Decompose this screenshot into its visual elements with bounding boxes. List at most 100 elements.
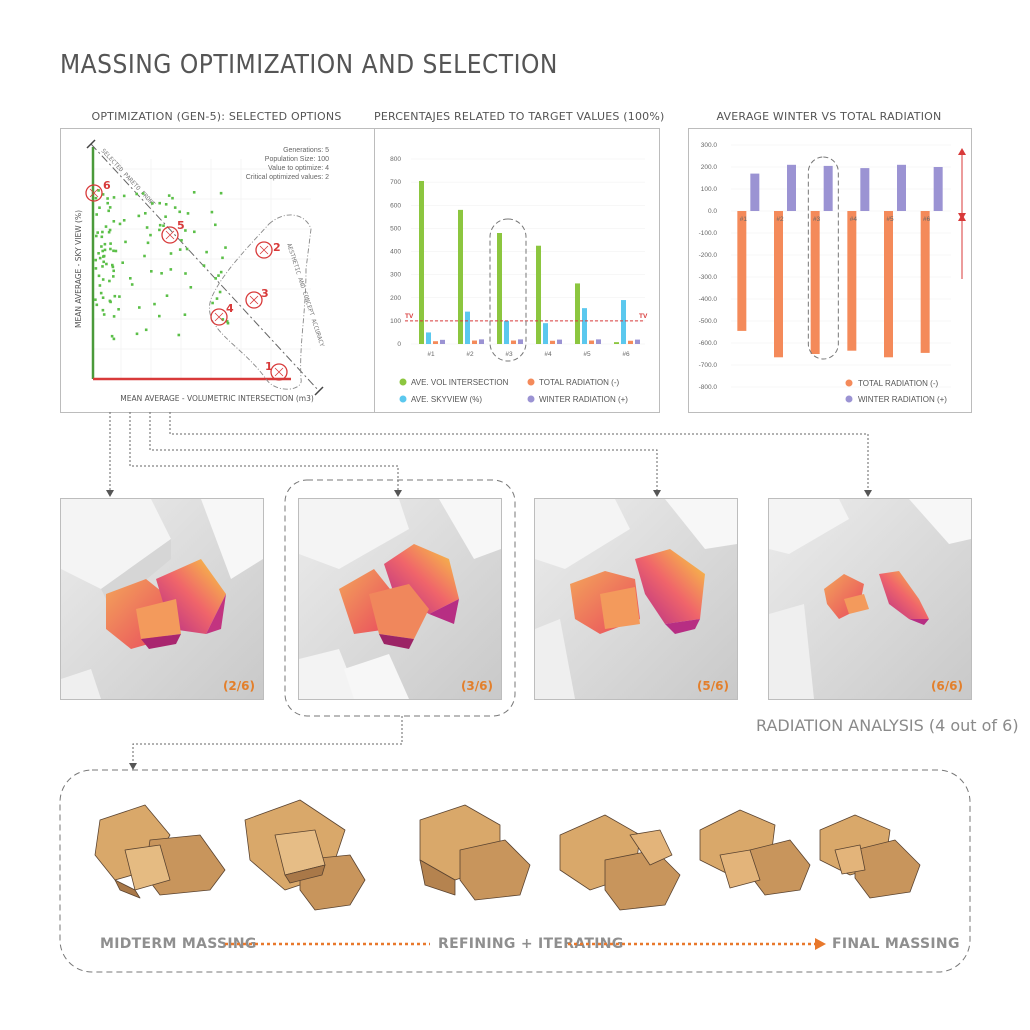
- percent-bar: [543, 323, 548, 344]
- population-point: [221, 318, 225, 321]
- radiation-thumb-2[interactable]: (2/6): [60, 498, 264, 700]
- population-point: [124, 240, 127, 244]
- population-point: [202, 264, 206, 267]
- population-point: [178, 248, 182, 251]
- massing-model-2: [244, 799, 366, 911]
- population-point: [101, 249, 104, 253]
- population-point: [100, 235, 104, 239]
- arrow-up-icon: [958, 214, 966, 221]
- population-point: [97, 274, 101, 278]
- radiation-ytick: 200.0: [701, 164, 718, 171]
- percent-bar: [497, 233, 502, 344]
- population-point: [186, 212, 190, 215]
- population-point: [102, 255, 105, 258]
- percent-legend-swatch: [399, 378, 407, 386]
- population-point: [108, 279, 111, 283]
- population-point: [114, 249, 118, 253]
- population-point: [183, 313, 187, 316]
- percent-bar: [635, 339, 640, 344]
- population-point: [108, 228, 112, 232]
- population-point: [158, 201, 161, 205]
- option-2-label: 2: [273, 241, 281, 254]
- population-point: [184, 272, 187, 275]
- aesthetic-zone: [209, 214, 312, 390]
- population-point: [184, 229, 187, 232]
- option-5-label: 5: [177, 219, 185, 232]
- massing-model-5: [699, 809, 811, 896]
- percent-bar: [479, 339, 484, 344]
- radiation-panel-title: AVERAGE WINTER VS TOTAL RADIATION: [716, 110, 942, 123]
- radiation-category-label: #6: [923, 216, 931, 223]
- population-point: [162, 224, 165, 227]
- selected-options: [85, 184, 288, 381]
- radiation-total-bar: [847, 211, 857, 351]
- population-point: [164, 203, 168, 206]
- percent-bar: [582, 308, 587, 344]
- percent-ytick: 0: [397, 341, 401, 348]
- population-point: [113, 294, 117, 298]
- population-point: [101, 193, 105, 196]
- radiation-ytick: 100.0: [701, 186, 718, 193]
- massing-sequence-frame: [59, 769, 971, 973]
- info-critical-values: Critical optimized values: 2: [246, 174, 329, 181]
- radiation-thumb-6[interactable]: (6/6): [768, 498, 972, 700]
- percent-bar: [614, 342, 619, 344]
- population-point: [101, 265, 104, 268]
- population-point: [135, 192, 138, 196]
- population-point: [94, 267, 98, 270]
- radiation-total-bar: [920, 211, 930, 353]
- population-point: [137, 214, 141, 218]
- population-point: [95, 213, 98, 216]
- percent-bar: [596, 339, 601, 344]
- population-point: [107, 209, 110, 213]
- population-point: [117, 308, 120, 311]
- population-point: [99, 291, 103, 295]
- radiation-ytick: -600.0: [699, 340, 718, 347]
- massing-sequence: [94, 799, 921, 911]
- option-1-marker: [270, 363, 288, 381]
- population-point: [96, 231, 99, 234]
- radiation-ytick: -300.0: [699, 274, 718, 281]
- radiation-category-label: #5: [886, 216, 894, 223]
- percent-legend-label: WINTER RADIATION (+): [539, 395, 628, 404]
- population-point: [109, 247, 112, 251]
- info-value-to-optimize: Value to optimize: 4: [268, 165, 329, 172]
- radiation-winter-bar: [787, 164, 796, 211]
- percent-panel-title: PERCENTAJES RELATED TO TARGET VALUES (10…: [374, 110, 665, 123]
- radiation-thumb-5[interactable]: (5/6): [534, 498, 738, 700]
- flow-start-label: MIDTERM MASSING: [100, 936, 257, 952]
- population-point: [144, 328, 148, 332]
- population-point: [144, 212, 147, 215]
- population-point: [94, 298, 97, 301]
- percent-panel: 800 700 600 500 400 300 200 100 0 #1 #2 #3 #4 #5 #6 TV T…: [374, 128, 660, 413]
- radiation-ytick: -500.0: [699, 318, 718, 325]
- population-point: [112, 196, 116, 199]
- population-point: [106, 201, 109, 205]
- population-point: [217, 274, 220, 277]
- highlight-option-3: [489, 218, 527, 362]
- thumb-3-label: (3/6): [460, 679, 493, 693]
- page-title: MASSING OPTIMIZATION AND SELECTION: [60, 50, 558, 80]
- radiation-thumb-3[interactable]: (3/6): [298, 498, 502, 700]
- percent-ytick: 400: [390, 249, 401, 256]
- population-point: [205, 250, 208, 254]
- percent-bar: [472, 340, 477, 344]
- radiation-total-bar: [774, 211, 783, 358]
- population-point: [169, 252, 173, 255]
- population-point: [145, 226, 149, 229]
- radiation-total-bar: [884, 211, 893, 358]
- percent-ytick: 800: [390, 156, 401, 163]
- percent-category-label: #2: [466, 351, 474, 358]
- thumb-5-label: (5/6): [696, 679, 729, 693]
- info-generations: Generations: 5: [283, 147, 329, 154]
- population-point: [106, 197, 109, 200]
- population-point: [167, 194, 171, 197]
- percent-chart: 800 700 600 500 400 300 200 100 0 #1 #2 #3 #4 #5 #6 TV T…: [390, 156, 648, 404]
- option-6-label: 6: [103, 179, 111, 192]
- population-point: [102, 313, 106, 316]
- option-2-marker: [255, 241, 273, 259]
- population-point: [150, 270, 153, 273]
- radiation-legend-swatch: [845, 395, 853, 403]
- option-1-label: 1: [265, 360, 273, 373]
